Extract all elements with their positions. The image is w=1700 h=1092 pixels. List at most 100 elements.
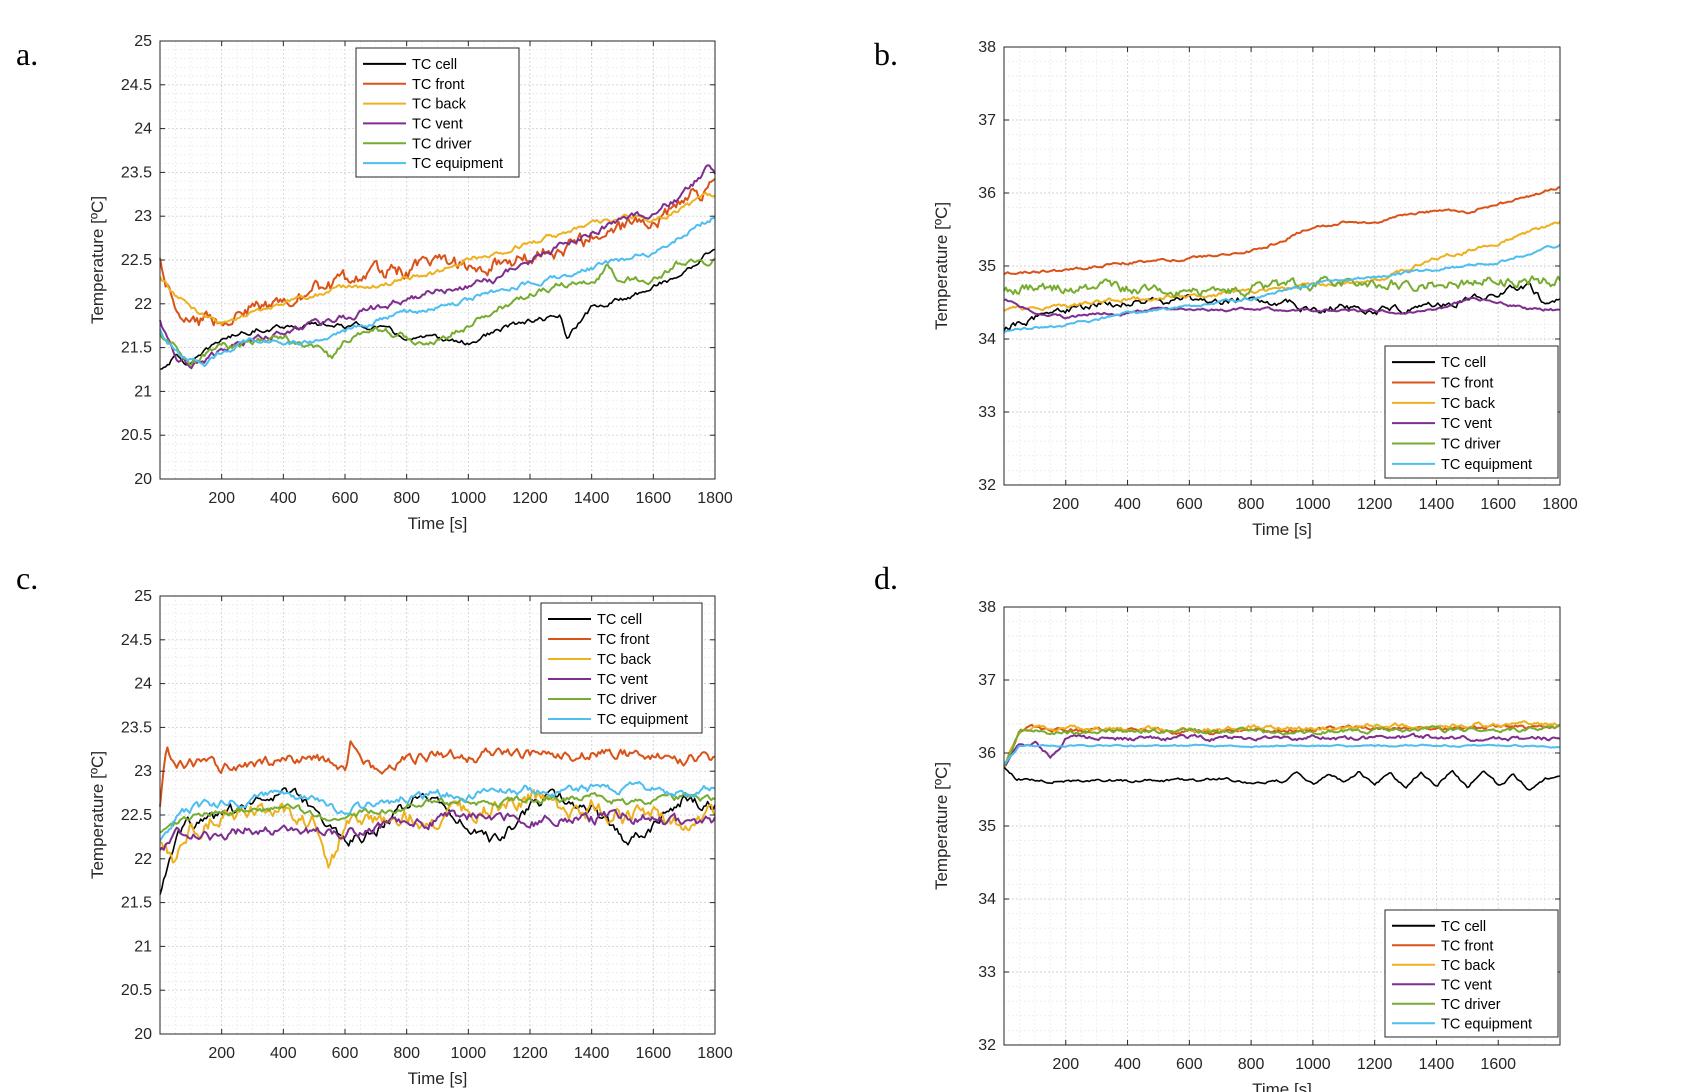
x-tick-label: 1400 [574,490,610,507]
y-tick-label: 21 [134,383,152,400]
x-tick-label: 400 [1114,1056,1141,1073]
legend-entry: TC equipment [412,156,503,172]
y-axis-label: Temperature [ºC] [932,202,951,330]
x-tick-label: 1000 [451,490,487,507]
legend-entry: TC vent [412,116,463,132]
legend-entry: TC cell [1441,355,1486,371]
y-tick-label: 22 [134,851,152,868]
x-tick-label: 200 [1052,1056,1079,1073]
series-line-tc-vent [159,808,716,851]
y-tick-label: 22.5 [121,252,152,269]
y-tick-label: 38 [978,599,996,616]
x-tick-label: 200 [208,490,235,507]
legend-entry: TC cell [412,57,457,73]
y-tick-label: 34 [978,331,996,348]
legend-entry: TC back [1441,396,1496,412]
y-tick-label: 22.5 [121,807,152,824]
x-tick-label: 1400 [1419,496,1455,513]
y-tick-label: 33 [978,964,996,981]
legend-entry: TC driver [412,136,472,152]
y-tick-label: 33 [978,404,996,421]
legend-entry: TC front [1441,376,1493,392]
y-tick-label: 34 [978,891,996,908]
x-tick-label: 600 [332,490,359,507]
y-axis-label: Temperature [ºC] [88,751,107,879]
y-axis-label: Temperature [ºC] [932,762,951,890]
series-line-tc-front [159,178,716,327]
x-tick-label: 1600 [636,490,672,507]
series-line-tc-cell [1003,766,1561,791]
series-line-tc-equipment [159,216,716,368]
y-tick-label: 20 [134,1026,152,1043]
legend-entry: TC driver [1441,997,1501,1013]
chart-a: 200 400 600 800 1000 1200 1400 1600 1800 20 20.5 21… [88,33,733,533]
y-tick-label: 23 [134,208,152,225]
series-line-tc-driver [1003,275,1561,299]
y-tick-label: 20 [134,471,152,488]
legend-box [540,602,703,734]
chart-b: 200 400 600 800 1000 1200 1400 1600 1800 32 33 34 35… [932,39,1578,539]
legend-entry: TC front [597,632,649,648]
x-tick-label: 200 [1052,496,1079,513]
x-tick-label: 1800 [697,1045,733,1062]
x-axis-label: Time [s] [1252,1080,1312,1092]
y-tick-label: 23 [134,763,152,780]
legend-box [355,47,520,178]
x-tick-label: 1000 [1295,1056,1331,1073]
x-tick-label: 800 [1238,1056,1265,1073]
legend-entry: TC back [412,97,467,113]
y-tick-label: 23.5 [121,164,152,181]
legend-entry: TC equipment [1441,1016,1532,1032]
y-tick-label: 37 [978,112,996,129]
series-line-tc-back [159,789,716,869]
y-tick-label: 21.5 [121,895,152,912]
series-line-tc-driver [1003,723,1561,767]
series-line-tc-equipment [1003,743,1561,765]
series-line-tc-front [1003,186,1561,276]
y-tick-label: 21.5 [121,340,152,357]
series-line-tc-cell [160,248,716,370]
y-tick-label: 22 [134,296,152,313]
x-tick-label: 1200 [1357,496,1393,513]
y-tick-label: 24 [134,121,152,138]
legend-box [1384,345,1559,479]
y-tick-label: 25 [134,33,152,50]
x-tick-label: 1200 [512,1045,548,1062]
panel-label-a: a. [16,36,39,72]
legend: TC cell TC front TC back TC vent TC driver TC… [355,47,520,178]
x-tick-label: 600 [1176,1056,1203,1073]
legend-entry: TC driver [1441,437,1501,453]
y-tick-label: 35 [978,818,996,835]
legend-entry: TC vent [597,672,648,688]
y-tick-label: 36 [978,185,996,202]
x-tick-label: 800 [393,1045,420,1062]
series-line-tc-driver [159,791,716,834]
series-line-tc-vent [1003,732,1561,768]
legend-entry: TC front [1441,938,1493,954]
panel-label-c: c. [16,560,39,596]
x-tick-label: 400 [1114,496,1141,513]
legend-box [1384,909,1559,1038]
x-axis-label: Time [s] [408,1069,468,1088]
x-tick-label: 1600 [636,1045,672,1062]
x-tick-label: 1600 [1480,1056,1516,1073]
x-tick-label: 1200 [512,490,548,507]
y-tick-label: 23.5 [121,719,152,736]
x-tick-label: 600 [332,1045,359,1062]
y-tick-label: 21 [134,938,152,955]
x-tick-label: 1000 [1295,496,1331,513]
y-tick-label: 35 [978,258,996,275]
chart-c: 200 400 600 800 1000 1200 1400 1600 1800 20 20.5 21… [88,588,733,1088]
x-axis-label: Time [s] [1252,520,1312,539]
y-tick-label: 24.5 [121,77,152,94]
legend: TC cell TC front TC back TC vent TC driver TC… [540,602,703,734]
legend-entry: TC cell [1441,919,1486,935]
y-tick-label: 38 [978,39,996,56]
legend-entry: TC back [597,652,652,668]
legend-entry: TC vent [1441,977,1492,993]
x-tick-label: 1400 [574,1045,610,1062]
y-tick-label: 24.5 [121,632,152,649]
y-tick-label: 32 [978,1037,996,1054]
y-tick-label: 20.5 [121,982,152,999]
